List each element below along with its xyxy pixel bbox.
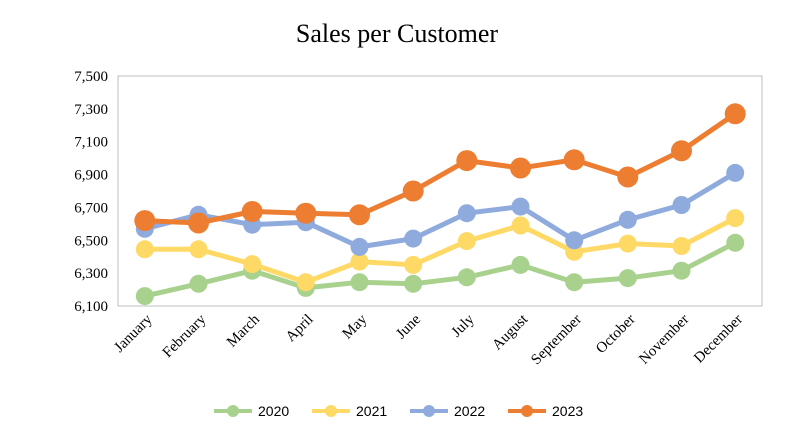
data-point xyxy=(404,229,423,248)
legend-label: 2020 xyxy=(258,403,289,419)
data-point xyxy=(726,233,745,252)
data-point xyxy=(189,240,208,259)
data-point xyxy=(726,163,745,182)
data-point xyxy=(511,197,530,216)
data-point xyxy=(726,209,745,228)
series-layer xyxy=(134,103,746,306)
data-point xyxy=(404,255,423,274)
data-point xyxy=(565,273,584,292)
x-tick-label: December xyxy=(691,312,746,367)
x-tick-label: November xyxy=(636,312,692,368)
legend-swatch-marker xyxy=(521,405,533,417)
data-point xyxy=(618,234,637,253)
series-line xyxy=(142,111,738,226)
x-tick-label: February xyxy=(160,311,210,361)
data-point xyxy=(241,201,263,222)
data-point xyxy=(349,204,370,226)
legend-item-2023: 2023 xyxy=(508,403,583,419)
legend: 2020 2021 2022 2023 xyxy=(214,403,583,419)
legend-label: 2023 xyxy=(552,403,583,419)
data-point xyxy=(672,237,691,255)
data-point xyxy=(457,268,476,287)
y-tick-label: 6,700 xyxy=(74,200,108,216)
x-tick-label: October xyxy=(593,312,638,357)
data-point xyxy=(565,231,584,250)
x-tick-label: June xyxy=(393,311,424,342)
series-2020 xyxy=(135,233,745,306)
y-tick-label: 6,500 xyxy=(74,233,108,249)
data-point xyxy=(617,166,639,188)
y-tick-label: 6,900 xyxy=(74,168,108,184)
legend-item-2021: 2021 xyxy=(312,403,387,419)
data-point xyxy=(402,180,424,202)
x-tick-label: January xyxy=(111,311,156,356)
data-point xyxy=(135,287,154,306)
x-tick-label: July xyxy=(449,311,478,340)
data-point xyxy=(295,202,317,224)
x-tick-label: September xyxy=(528,312,585,369)
data-point xyxy=(350,252,369,271)
legend-swatch-marker xyxy=(325,405,337,417)
legend-item-2022: 2022 xyxy=(410,403,485,419)
data-point xyxy=(350,273,369,292)
y-axis: 6,100 6,300 6,500 6,700 6,900 7,100 7,300 7,500 xyxy=(74,69,108,315)
data-point xyxy=(189,274,208,293)
series-line xyxy=(142,170,738,250)
data-point xyxy=(618,210,637,229)
series-2023 xyxy=(134,103,746,234)
data-point xyxy=(672,261,691,280)
plot-area xyxy=(117,75,763,307)
data-point xyxy=(511,216,530,235)
x-tick-label: August xyxy=(489,311,532,354)
legend-label: 2022 xyxy=(454,403,485,419)
data-point xyxy=(350,237,369,256)
legend-swatch-marker xyxy=(227,405,239,417)
data-point xyxy=(672,196,691,214)
data-point xyxy=(671,140,692,162)
data-point xyxy=(188,212,209,234)
data-point xyxy=(563,149,585,171)
data-point xyxy=(457,204,476,223)
x-tick-label: May xyxy=(340,311,371,342)
y-tick-label: 6,300 xyxy=(74,266,108,282)
chart-title: Sales per Customer xyxy=(296,19,499,48)
legend-item-2020: 2020 xyxy=(214,403,289,419)
data-point xyxy=(296,273,315,292)
y-tick-label: 6,100 xyxy=(74,299,108,315)
series-line xyxy=(142,240,738,299)
data-point xyxy=(243,255,262,274)
legend-swatch-marker xyxy=(423,405,435,417)
data-point xyxy=(456,150,478,172)
x-tick-label: March xyxy=(224,311,263,350)
data-point xyxy=(134,210,156,232)
x-axis: January February March April May June July Augu… xyxy=(111,311,746,368)
legend-label: 2021 xyxy=(356,403,387,419)
y-tick-label: 7,300 xyxy=(74,102,108,118)
data-point xyxy=(511,255,530,274)
y-tick-label: 7,500 xyxy=(74,69,108,85)
data-point xyxy=(618,269,637,288)
data-point xyxy=(135,240,154,259)
x-tick-label: April xyxy=(283,312,317,346)
data-point xyxy=(457,232,476,251)
data-point xyxy=(510,157,531,179)
data-point xyxy=(724,103,746,125)
y-tick-label: 7,100 xyxy=(74,135,108,151)
data-point xyxy=(404,274,423,293)
series-2021 xyxy=(135,209,745,292)
